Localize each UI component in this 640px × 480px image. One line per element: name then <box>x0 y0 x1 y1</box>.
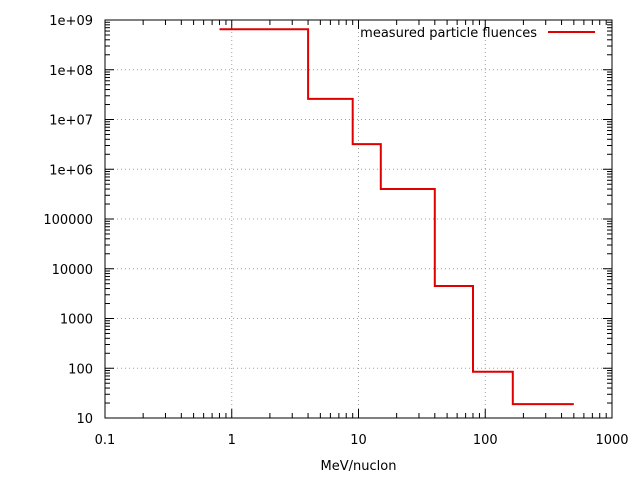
x-axis-label: MeV/nuclon <box>321 459 397 474</box>
legend-label: measured particle fluences <box>360 26 537 41</box>
y-tick-label: 10000 <box>52 263 93 278</box>
y-tick-label: 1e+06 <box>49 163 93 178</box>
x-tick-label: 10 <box>350 433 367 448</box>
x-tick-label: 1 <box>228 433 236 448</box>
tick-labels: 0.1 1 10 100 1000 10 100 1000 10000 100000 1e+06 1e… <box>43 14 628 448</box>
y-tick-label: 100000 <box>43 213 93 228</box>
legend: measured particle fluences <box>360 26 595 41</box>
y-tick-label: 1000 <box>60 313 93 328</box>
y-tick-label: 1e+08 <box>49 64 93 79</box>
y-tick-label: 100 <box>68 362 93 377</box>
x-tick-label: 100 <box>473 433 498 448</box>
x-tick-label: 1000 <box>595 433 628 448</box>
y-tick-label: 1e+07 <box>49 114 93 129</box>
x-tick-label: 0.1 <box>95 433 116 448</box>
series <box>219 28 574 406</box>
y-tick-label: 10 <box>76 412 93 427</box>
y-tick-label: 1e+09 <box>49 14 93 29</box>
grid <box>105 20 612 418</box>
plot-frame <box>104 19 613 419</box>
series-line <box>219 28 574 406</box>
